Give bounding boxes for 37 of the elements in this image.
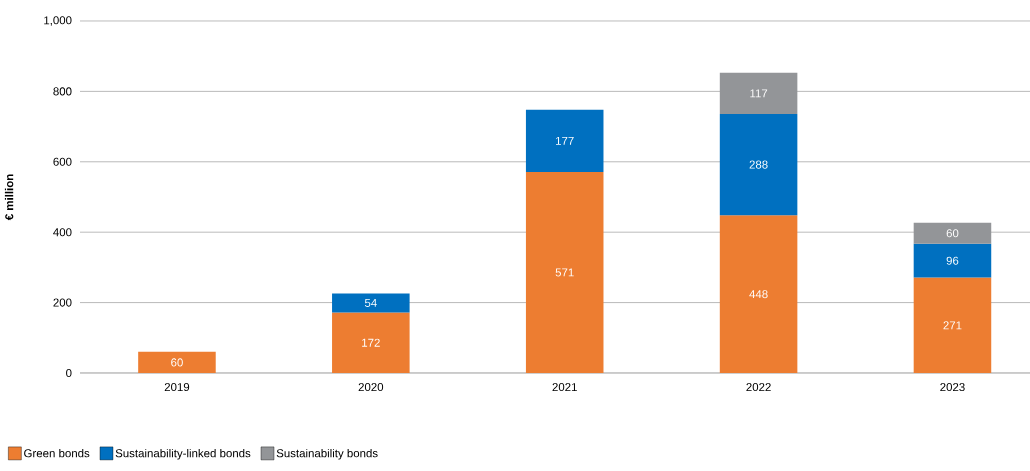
data-label: 271 [943,321,962,330]
y-tick-label: 600 [53,157,72,166]
data-label: 448 [749,290,768,299]
bar [719,113,798,216]
data-label: 288 [749,160,768,169]
bar [719,72,798,114]
data-label: 177 [556,136,574,145]
bar [525,109,604,172]
data-label: 60 [171,358,183,367]
bar [138,351,216,373]
data-label: 54 [364,298,377,307]
x-tick-label: 2020 [358,383,384,392]
y-tick-label: 1,000 [44,16,72,26]
legend-label: Sustainability bonds [276,448,378,460]
y-tick-label: 800 [53,87,72,96]
data-label: 60 [946,229,959,238]
data-label: 172 [362,338,380,347]
y-tick-label: 400 [53,228,72,237]
y-axis-title: € million [4,174,14,221]
bar [913,277,992,373]
legend-label: Sustainability-linked bonds [115,448,251,460]
bar [332,312,410,373]
y-tick-label: 0 [66,368,72,378]
legend-label: Green bonds [24,448,90,458]
bar [332,293,410,313]
bar [913,243,992,278]
x-tick-label: 2021 [552,383,577,392]
bar [913,222,992,244]
x-tick-label: 2019 [164,383,190,392]
data-label: 117 [750,89,768,98]
x-tick-label: 2022 [746,383,771,392]
bar [525,171,604,373]
data-label: 571 [555,268,574,277]
bar [719,215,798,373]
x-tick-label: 2023 [940,383,965,392]
data-label: 96 [946,256,959,265]
y-tick-label: 200 [53,298,72,307]
